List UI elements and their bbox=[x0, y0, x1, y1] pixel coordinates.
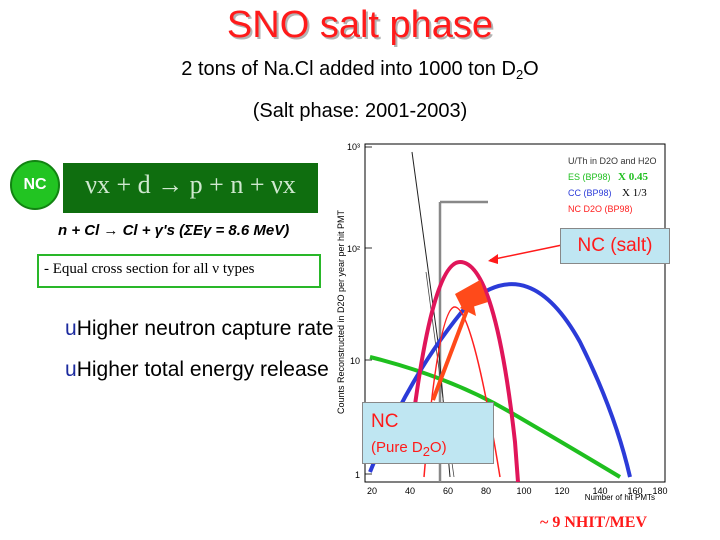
nc-salt-arrow-block bbox=[455, 280, 488, 310]
cross-section-text: - Equal cross section for all ν types bbox=[44, 261, 255, 277]
reaction-panel: νx + d → p + n + νx bbox=[63, 163, 318, 213]
nc-salt-pointer bbox=[489, 244, 563, 261]
x-tick: 20 bbox=[367, 486, 377, 496]
period-text: (Salt phase: 2001-2003) bbox=[252, 100, 468, 122]
legend-es: ES (BP98) bbox=[568, 172, 611, 182]
x-tick: 80 bbox=[481, 486, 491, 496]
page-title: SNO salt phase bbox=[226, 4, 494, 46]
x-tick: 100 bbox=[516, 486, 531, 496]
nc-pure-curve bbox=[423, 306, 501, 478]
plot-legend: U/Th in D2O and H2O ES (BP98) X 0.45 CC … bbox=[568, 156, 657, 214]
cross-section-box: - Equal cross section for all ν types bbox=[37, 254, 321, 288]
nc-salt-callout: NC (salt) bbox=[560, 228, 670, 264]
y-tick: 1 bbox=[355, 470, 360, 480]
legend-es-scale: X 0.45 bbox=[618, 171, 648, 183]
nc-badge: NC bbox=[10, 160, 60, 210]
legend-uth: U/Th in D2O and H2O bbox=[568, 156, 657, 166]
nc-pure-suffix: O) bbox=[429, 439, 447, 456]
nhit-per-mev: ~ 9 NHIT/MEV bbox=[540, 514, 647, 531]
legend-cc: CC (BP98) bbox=[568, 188, 612, 198]
y-tick-marks bbox=[365, 146, 372, 475]
cc-curve bbox=[368, 282, 632, 478]
nc-pure-callout: NC (Pure D2O) bbox=[362, 402, 494, 464]
subtitle-text: 2 tons of Na.Cl added into 1000 ton D bbox=[181, 58, 516, 80]
y-tick: 10³ bbox=[347, 142, 360, 152]
x-axis-label: Number of hit PMTs bbox=[585, 493, 655, 502]
bullet-list: uHigher neutron capture rate uHigher tot… bbox=[65, 316, 335, 398]
x-tick: 120 bbox=[554, 486, 569, 496]
bullet-marker: u bbox=[65, 358, 77, 381]
bullet-marker: u bbox=[65, 317, 77, 340]
subtitle: 2 tons of Na.Cl added into 1000 ton D2O bbox=[0, 58, 720, 82]
bullet-text: Higher total energy release bbox=[76, 358, 329, 381]
x-tick: 160 bbox=[627, 486, 642, 496]
y-axis-label: Counts Reconstructed in D2O per year per… bbox=[336, 209, 346, 414]
bullet-item: uHigher total energy release bbox=[65, 357, 335, 382]
nc-pure-title: NC bbox=[371, 411, 399, 432]
x-tick: 60 bbox=[443, 486, 453, 496]
nc-pure-subtitle: (Pure D2O) bbox=[371, 439, 447, 459]
x-tick: 180 bbox=[652, 486, 667, 496]
subtitle-end: O bbox=[523, 58, 539, 80]
legend-nc: NC D2O (BP98) bbox=[568, 204, 633, 214]
bullet-text: Higher neutron capture rate bbox=[76, 317, 334, 340]
x-tick: 40 bbox=[405, 486, 415, 496]
capture-reaction: n + Cl → Cl + γ's (ΣEγ = 8.6 MeV) bbox=[58, 222, 290, 239]
y-tick: 10 bbox=[350, 356, 360, 366]
nc-pure-subscript: 2 bbox=[422, 444, 430, 459]
nc-pure-prefix: (Pure D bbox=[371, 439, 423, 456]
nc-pure-arrow bbox=[431, 301, 472, 401]
subtitle-subscript: 2 bbox=[515, 67, 524, 82]
y-tick: 10² bbox=[347, 244, 360, 254]
reaction-equation: νx + d → p + n + νx bbox=[85, 170, 296, 199]
x-tick: 140 bbox=[592, 486, 607, 496]
nc-salt-pointer-head bbox=[488, 254, 498, 264]
nc-salt-curve bbox=[406, 259, 520, 483]
legend-cc-scale: X 1/3 bbox=[622, 187, 647, 199]
x-tick-labels: 20 40 60 80 100 120 140 160 180 bbox=[367, 486, 668, 496]
bullet-item: uHigher neutron capture rate bbox=[65, 316, 335, 341]
